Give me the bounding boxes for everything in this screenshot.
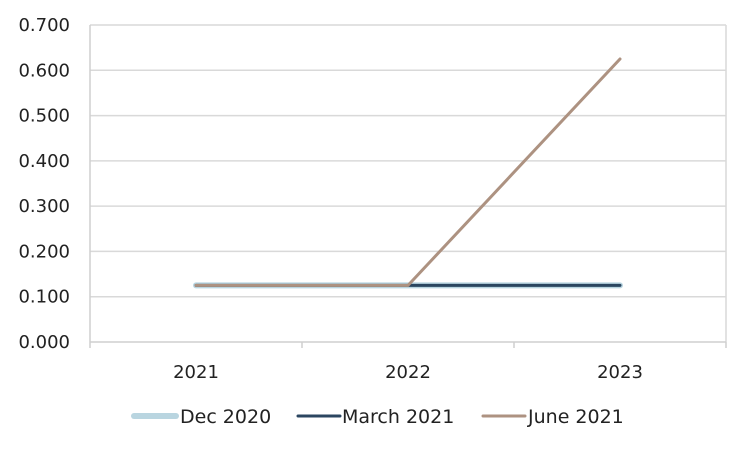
y-tick-label: 0.700 — [18, 15, 70, 36]
axes — [89, 25, 727, 348]
legend-label: Dec 2020 — [180, 406, 271, 428]
y-tick-label: 0.000 — [18, 332, 70, 353]
x-tick-label: 2022 — [385, 362, 431, 383]
y-tick-label: 0.200 — [18, 241, 70, 262]
legend-item: June 2021 — [481, 406, 624, 428]
legend-label: June 2021 — [527, 406, 624, 428]
series-line-june-2021 — [194, 57, 622, 287]
y-tick-label: 0.500 — [18, 106, 70, 127]
x-tick-labels: 2021 2022 2023 — [173, 362, 643, 383]
x-tick-label: 2023 — [597, 362, 643, 383]
legend: Dec 2020 March 2021 June 2021 — [131, 406, 624, 428]
y-tick-label: 0.600 — [18, 60, 70, 81]
legend-item: March 2021 — [296, 406, 454, 428]
gridlines — [90, 24, 727, 342]
series-lines — [193, 57, 623, 289]
legend-item: Dec 2020 — [131, 406, 271, 428]
y-tick-label: 0.300 — [18, 196, 70, 217]
x-tick-label: 2021 — [173, 362, 219, 383]
y-tick-label: 0.400 — [18, 151, 70, 172]
y-tick-labels: 0.000 0.100 0.200 0.300 0.400 0.500 0.600 0.700 — [18, 15, 70, 353]
legend-label: March 2021 — [342, 406, 454, 428]
y-tick-label: 0.100 — [18, 287, 70, 308]
